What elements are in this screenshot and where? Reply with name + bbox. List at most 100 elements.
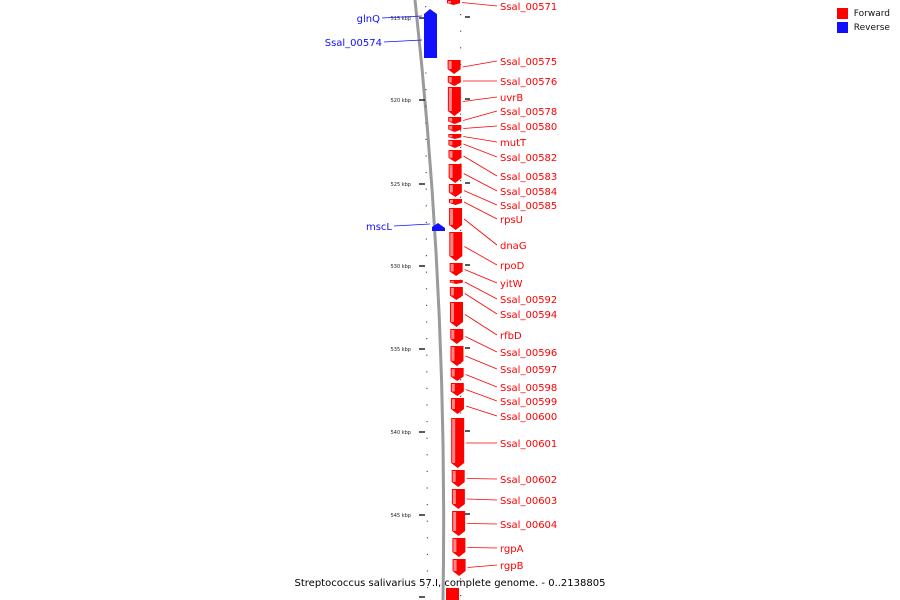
legend-forward-label: Forward <box>853 8 890 19</box>
ruler-dot <box>426 587 429 589</box>
forward-gene-highlight <box>453 512 457 531</box>
forward-gene-highlight <box>452 490 456 504</box>
tick-label: 520 kbp <box>391 98 411 104</box>
forward-gene-highlight <box>449 151 453 158</box>
ruler-dot <box>425 221 427 223</box>
ruler-dot <box>426 520 428 522</box>
ruler-dot <box>460 578 462 580</box>
forward-gene-highlight <box>452 471 456 482</box>
forward-gene-label: Ssal_00585 <box>500 201 557 212</box>
forward-gene-leader <box>467 547 498 549</box>
forward-gene-label: Ssal_00601 <box>500 439 557 450</box>
legend-reverse-label: Reverse <box>853 22 890 33</box>
ruler-dot <box>460 229 462 231</box>
forward-gene-highlight <box>449 185 453 193</box>
tick-label: 515 kbp <box>391 16 411 22</box>
reverse-gene-label: mscL <box>366 222 392 233</box>
ruler-dot <box>460 196 462 198</box>
forward-gene-label: Ssal_00578 <box>500 107 557 118</box>
reverse-gene-arrow <box>424 9 437 22</box>
forward-gene-label: rfbD <box>500 331 522 342</box>
forward-gene-highlight <box>448 88 452 111</box>
ruler-dot <box>425 188 427 190</box>
legend: Forward Reverse <box>836 8 890 36</box>
forward-gene-leader <box>463 143 498 158</box>
forward-gene-label: Ssal_00600 <box>500 412 557 423</box>
forward-gene-label: Ssal_00598 <box>500 383 557 394</box>
forward-gene-label: rpsU <box>500 215 523 226</box>
forward-gene-leader <box>463 136 498 143</box>
forward-gene-leader <box>464 246 498 266</box>
reverse-gene-leader <box>381 15 423 19</box>
ruler-dot <box>460 379 462 381</box>
forward-gene-label: rgpB <box>500 561 524 572</box>
ruler-dot <box>426 570 429 572</box>
forward-gene-highlight <box>451 303 455 322</box>
ruler-dot <box>460 113 462 115</box>
forward-gene-leader <box>462 96 498 102</box>
forward-gene-label: Ssal_00602 <box>500 475 557 486</box>
forward-gene-label: Ssal_00599 <box>500 397 557 408</box>
reverse-gene-label: glnQ <box>357 14 380 25</box>
ruler-dot <box>426 304 428 306</box>
forward-gene-highlight <box>449 165 453 178</box>
forward-gene-leader <box>463 110 498 121</box>
forward-gene-highlight <box>448 77 452 83</box>
forward-gene-highlight <box>448 61 452 70</box>
forward-gene-label: Ssal_00594 <box>500 310 557 321</box>
forward-gene-leader <box>462 60 498 68</box>
ruler-dot <box>425 238 427 240</box>
ruler-dot <box>460 146 462 148</box>
forward-gene-highlight <box>450 288 454 296</box>
forward-gene-highlight <box>449 141 453 146</box>
ruler-dot <box>460 395 462 397</box>
ruler-dot <box>426 421 428 423</box>
forward-gene-leader <box>466 498 498 501</box>
forward-gene-label: Ssal_00571 <box>500 2 557 13</box>
forward-gene-leader <box>463 201 498 220</box>
reverse-swatch <box>836 22 848 33</box>
tick-label: 545 kbp <box>391 513 411 519</box>
forward-gene-leader <box>464 314 498 336</box>
forward-gene-highlight <box>450 264 454 272</box>
ruler-dot <box>425 72 427 74</box>
ruler-dot <box>426 454 428 456</box>
forward-gene-highlight <box>448 1 451 4</box>
forward-gene-highlight <box>450 233 454 256</box>
forward-gene-highlight <box>451 384 455 392</box>
forward-gene-highlight <box>450 209 454 225</box>
forward-gene-leader <box>463 155 498 177</box>
forward-gene-label: uvrB <box>500 93 523 104</box>
tick-label: 535 kbp <box>391 347 411 353</box>
forward-gene-label: Ssal_00576 <box>500 77 557 88</box>
forward-gene-label: Ssal_00604 <box>500 520 557 531</box>
ruler-dot <box>426 437 428 439</box>
ruler-dot <box>425 288 428 290</box>
forward-gene-highlight <box>449 135 453 138</box>
genome-caption: Streptococcus salivarius 57.I, complete … <box>294 578 606 589</box>
ruler-dot <box>460 595 462 597</box>
forward-gene-label: mutT <box>500 138 527 149</box>
reverse-gene-arrow <box>432 223 445 231</box>
ruler-dot <box>426 553 429 555</box>
forward-gene-highlight <box>452 419 456 463</box>
forward-gene-label: rgpA <box>500 544 524 555</box>
ruler-dot <box>426 321 428 323</box>
ruler-dot <box>425 89 427 91</box>
forward-gene-arrow <box>446 588 459 600</box>
ruler-dot <box>460 14 462 16</box>
forward-gene-label: Ssal_00596 <box>500 348 557 359</box>
ruler-dot <box>426 504 428 506</box>
tick-label: 525 kbp <box>391 182 411 188</box>
ruler-dot <box>425 122 427 124</box>
legend-reverse: Reverse <box>836 22 890 33</box>
forward-gene-highlight <box>449 200 453 203</box>
ruler-dot <box>426 354 428 356</box>
forward-gene-label: Ssal_00603 <box>500 496 557 507</box>
tick-label: 540 kbp <box>391 430 411 436</box>
ruler-dot <box>425 255 428 257</box>
forward-gene-highlight <box>451 330 455 339</box>
ruler-dot <box>425 105 427 107</box>
forward-gene-leader <box>465 336 498 353</box>
ruler-dot <box>426 371 428 373</box>
